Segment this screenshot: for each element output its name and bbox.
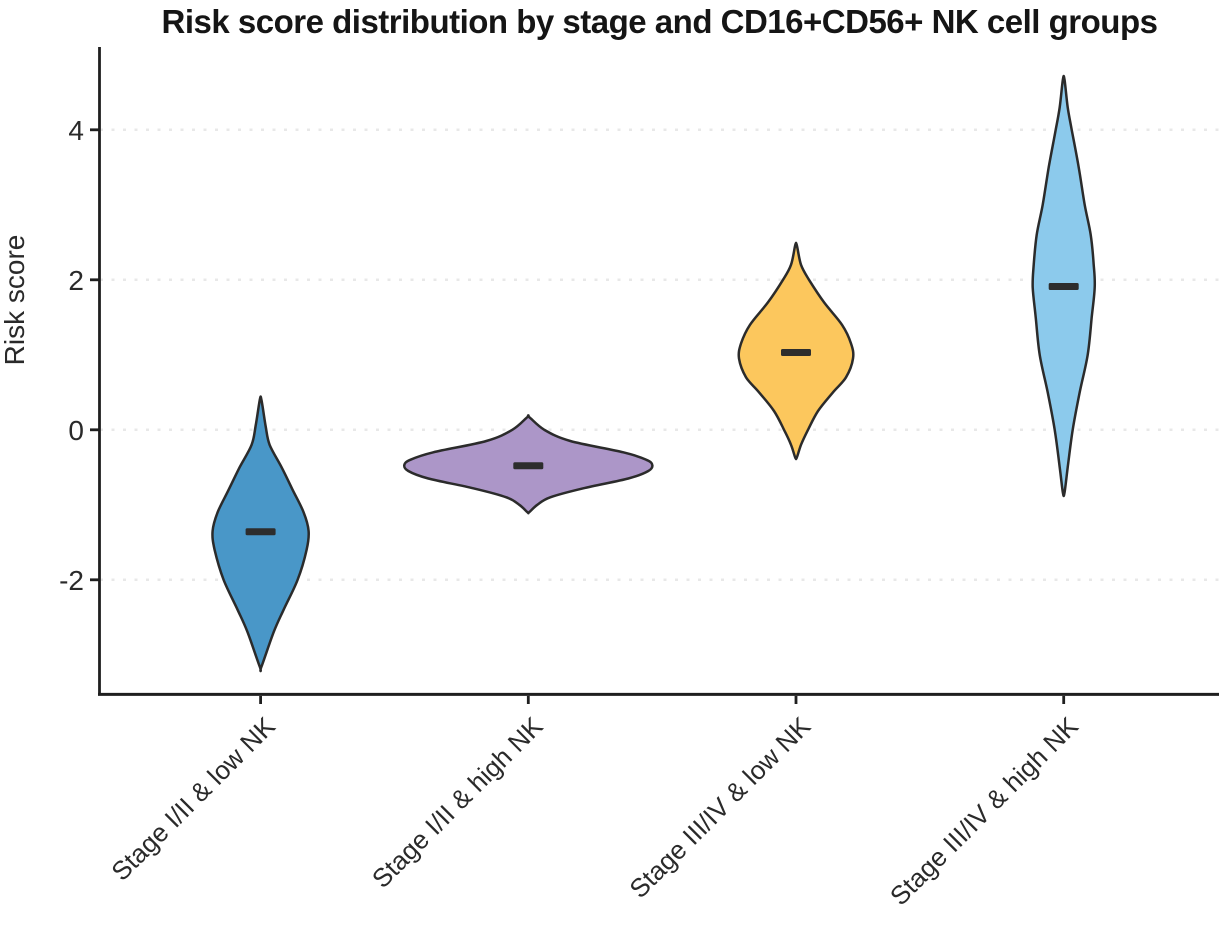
x-category-label: Stage I/II & high NK	[366, 711, 549, 894]
x-category-label: Stage III/IV & high NK	[884, 711, 1085, 912]
y-axis-title: Risk score	[0, 235, 30, 366]
median-bar	[513, 462, 544, 470]
median-bar	[1048, 283, 1079, 290]
median-bar	[781, 349, 811, 356]
x-category-label: Stage III/IV & low NK	[623, 711, 816, 904]
violins	[211, 74, 1097, 673]
y-tick-label: 2	[68, 265, 84, 296]
violin-group	[211, 395, 311, 673]
y-tick-label: 0	[68, 415, 84, 446]
axes	[90, 47, 1219, 704]
median-bar	[245, 528, 276, 536]
violin-group	[1031, 74, 1097, 498]
y-tick-label: 4	[68, 115, 84, 146]
violin-group	[737, 241, 855, 461]
tick-labels: 4 2 0 -2 Stage I/II & low NK Stage I/II & hig…	[59, 115, 1084, 911]
x-category-label: Stage I/II & low NK	[105, 711, 281, 887]
y-tick-label: -2	[59, 565, 84, 596]
violin-group	[402, 414, 654, 515]
chart-title: Risk score distribution by stage and CD1…	[161, 3, 1158, 40]
